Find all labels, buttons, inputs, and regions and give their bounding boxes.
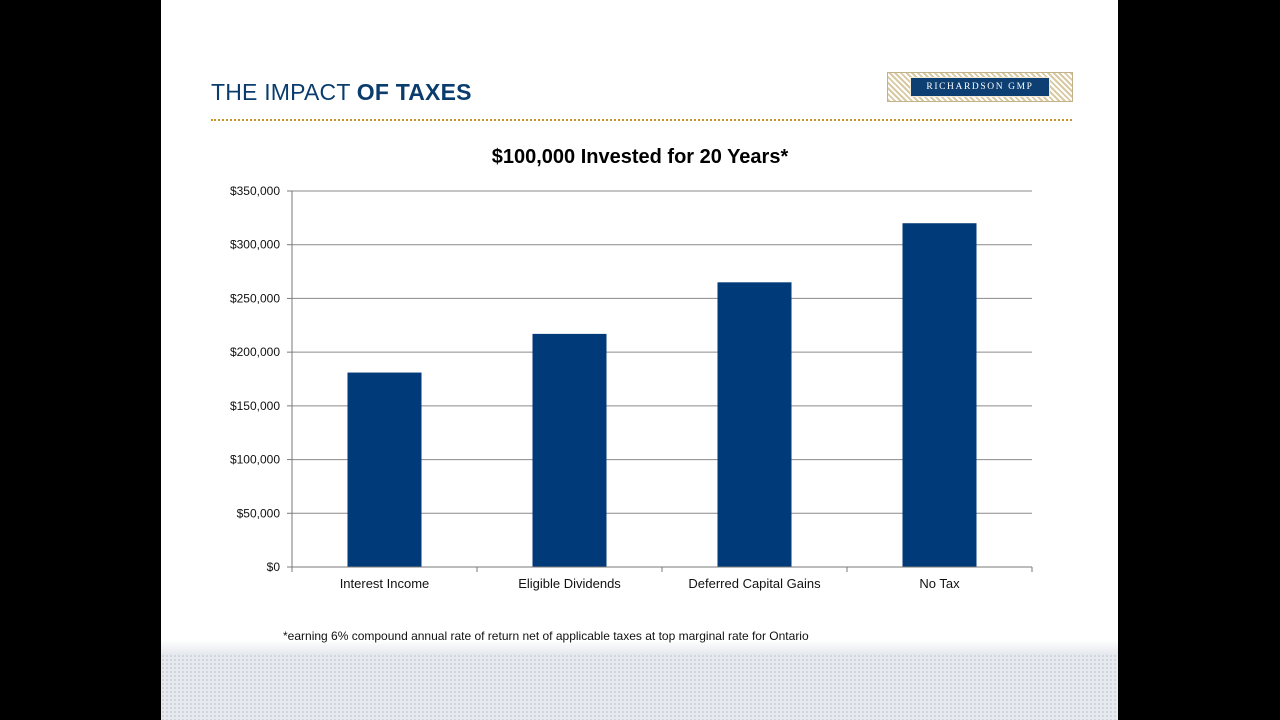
bar bbox=[532, 333, 607, 567]
y-tick-label: $0 bbox=[267, 560, 281, 574]
y-tick-label: $350,000 bbox=[230, 184, 280, 198]
x-category-label: No Tax bbox=[919, 576, 960, 591]
x-category-label: Interest Income bbox=[340, 576, 430, 591]
chart-title: $100,000 Invested for 20 Years* bbox=[492, 146, 789, 168]
x-category-label: Eligible Dividends bbox=[518, 576, 621, 591]
footer-pattern-band bbox=[161, 640, 1118, 720]
y-tick-label: $200,000 bbox=[230, 345, 280, 359]
y-tick-label: $50,000 bbox=[237, 506, 281, 520]
richardson-gmp-logo: RICHARDSON GMP bbox=[887, 72, 1073, 102]
bar-chart: $100,000 Invested for 20 Years* $0 $50,00… bbox=[230, 146, 1033, 591]
chart-bars bbox=[347, 223, 977, 567]
bar bbox=[902, 223, 977, 567]
slide-title-prefix: THE IMPACT bbox=[211, 79, 351, 105]
slide: THE IMPACT OF TAXES RICHARDSON GMP $100,… bbox=[161, 0, 1118, 720]
y-tick-label: $300,000 bbox=[230, 238, 280, 252]
chart-labels: $0 $50,000 $100,000 $150,000 $200,000 $250,00… bbox=[230, 184, 960, 591]
x-category-label: Deferred Capital Gains bbox=[688, 576, 821, 591]
y-tick-label: $250,000 bbox=[230, 291, 280, 305]
bar bbox=[717, 282, 792, 567]
bar bbox=[347, 372, 422, 567]
slide-title-emphasis: OF TAXES bbox=[356, 79, 472, 105]
logo-text: RICHARDSON GMP bbox=[910, 77, 1050, 97]
title-divider bbox=[211, 119, 1072, 121]
y-tick-label: $100,000 bbox=[230, 453, 280, 467]
footnote: *earning 6% compound annual rate of retu… bbox=[283, 629, 809, 643]
y-tick-label: $150,000 bbox=[230, 399, 280, 413]
chart-axes bbox=[287, 190, 1033, 572]
slide-title: THE IMPACT OF TAXES bbox=[211, 79, 472, 106]
